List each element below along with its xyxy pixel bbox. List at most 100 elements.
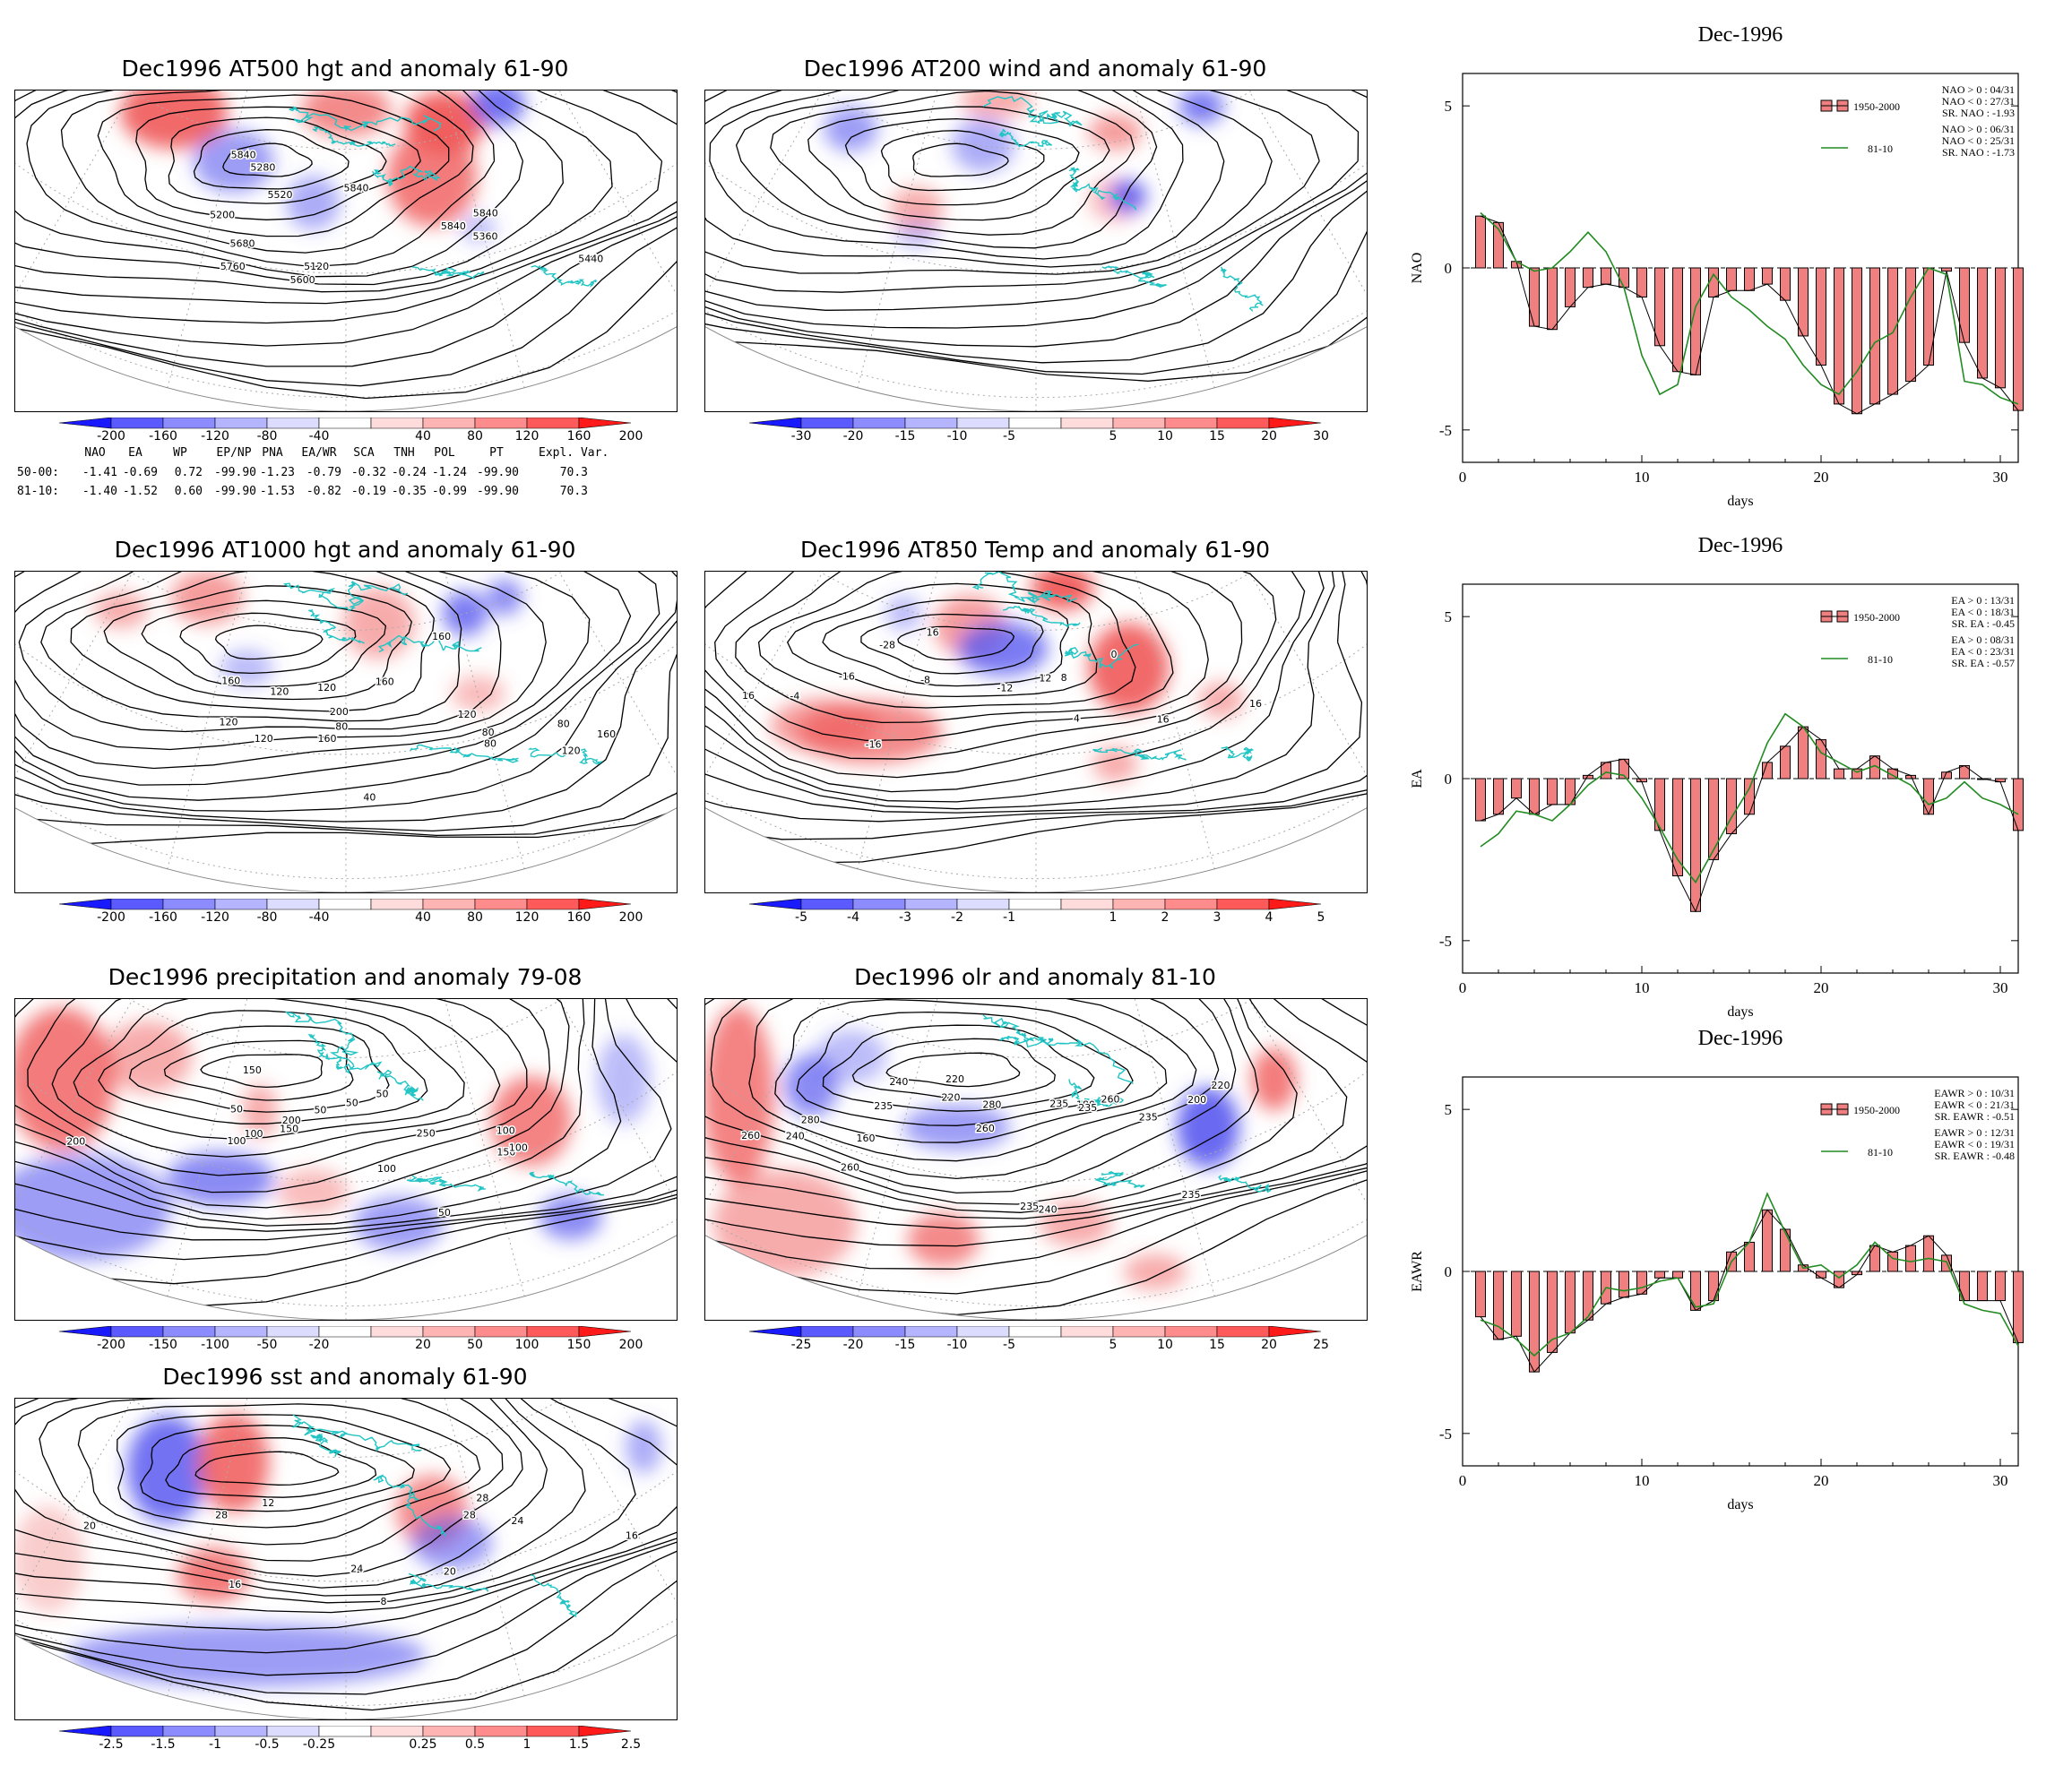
y-tick-label: -5 — [1439, 422, 1452, 439]
legend-stat: SR. EAWR : -0.48 — [1935, 1150, 2015, 1162]
colorbar-swatch — [852, 1325, 906, 1338]
colorbar-swatch — [422, 417, 476, 429]
contour-label: 5840 — [473, 207, 498, 219]
map-title: Dec1996 AT1000 hgt and anomaly 61-90 — [114, 537, 576, 563]
colorbar-tick-label: -120 — [201, 910, 229, 925]
colorbar-svg — [58, 898, 632, 910]
contour-label: -12 — [997, 683, 1013, 694]
map-panel-olr: Dec1996 olr and anomaly 81-10 260 200 180 16… — [704, 964, 1368, 1391]
contour-line — [705, 572, 1335, 810]
contour-line — [757, 572, 1136, 709]
coastline — [312, 126, 396, 147]
map-title: Dec1996 olr and anomaly 81-10 — [854, 964, 1216, 990]
colorbar-tick-label: 10 — [1157, 429, 1173, 444]
colorbar-tick-label: 40 — [415, 429, 431, 444]
colorbar-swatch — [58, 1325, 112, 1338]
contour-line — [15, 90, 677, 367]
anomaly-blob — [15, 1153, 171, 1262]
index-header-cell: EP/NP — [216, 446, 252, 460]
contour-line — [15, 572, 677, 813]
colorbar-tick-label: 150 — [566, 1338, 591, 1352]
colorbar-swatch — [1060, 1325, 1114, 1338]
contour-line — [15, 999, 622, 1227]
colorbar-tick-label: -1 — [1003, 910, 1015, 925]
colorbar-tick-label: -40 — [308, 910, 330, 925]
contour-label: 160 — [597, 728, 616, 740]
coastline — [289, 106, 442, 132]
colorbar-swatch — [1216, 898, 1270, 910]
colorbar-swatch — [266, 898, 320, 910]
bar — [1834, 267, 1844, 405]
contour-line — [705, 90, 1367, 375]
hemisphere — [705, 90, 1367, 411]
coastline — [1064, 643, 1139, 669]
index-value-cell: -1.41 — [82, 466, 117, 479]
colorbar-tick-label: 40 — [415, 910, 431, 925]
bar — [1529, 1271, 1540, 1373]
colorbar-swatch — [578, 1725, 632, 1737]
contour-label: 235 — [874, 1100, 893, 1112]
contour-label: 120 — [219, 716, 237, 728]
colorbar-tick-label: -10 — [946, 1338, 968, 1352]
contour-line — [15, 572, 677, 845]
contour-label: 50 — [438, 1207, 451, 1219]
bar — [1869, 267, 1880, 405]
legend-line-label: 81-10 — [1868, 1146, 1893, 1159]
bar — [1923, 778, 1934, 815]
y-axis-label: NAO — [1410, 253, 1425, 284]
coastline — [309, 1433, 342, 1457]
contour-line — [60, 90, 474, 254]
contour-line — [70, 572, 435, 712]
bar — [1547, 267, 1558, 331]
contour-line — [705, 90, 1367, 348]
contour-line — [705, 999, 1367, 1229]
colorbar-swatch — [800, 1325, 854, 1338]
colorbar-swatch — [474, 417, 528, 429]
bar — [1816, 267, 1826, 366]
index-value-cell: -0.69 — [122, 466, 158, 479]
contour-label: 160 — [221, 675, 240, 686]
legend-stat: EAWR < 0 : 19/31 — [1934, 1138, 2015, 1150]
contour-line — [15, 1399, 677, 1711]
colorbar-tick-label: -20 — [842, 429, 864, 444]
contour-label: 235 — [1078, 1102, 1097, 1114]
colorbar-tick-label: 25 — [1313, 1338, 1329, 1352]
contour-line — [705, 572, 1243, 760]
coastline — [529, 1171, 604, 1196]
index-header-cell: PNA — [262, 446, 283, 460]
colorbar-tick-label: -15 — [894, 429, 916, 444]
anomaly-blob — [471, 90, 525, 126]
colorbar-swatch — [1216, 417, 1270, 429]
colorbar-tick-label: 160 — [566, 910, 591, 925]
colorbar-swatch — [904, 1325, 958, 1338]
contour-label: 5680 — [230, 237, 255, 249]
colorbar: -2.5 -1.5 -1 -0.5 -0.25 0.25 0.5 1 1.5 2.5 — [14, 1725, 676, 1762]
colorbar-swatch — [110, 898, 164, 910]
contour-label: 160 — [376, 676, 394, 687]
coastline — [292, 1414, 422, 1452]
coastline — [1218, 1175, 1272, 1193]
contour-label: 200 — [66, 1135, 85, 1147]
contour-label: 16 — [927, 627, 939, 639]
map-panel-z500: Dec1996 AT500 hgt and anomaly 61-90 5120 5… — [14, 56, 678, 482]
anomaly-blob — [102, 1021, 193, 1093]
contour-line — [15, 572, 547, 751]
coastline — [998, 1035, 1054, 1046]
bar — [1977, 267, 1988, 379]
colorbar-tick-label: 80 — [467, 429, 483, 444]
anomaly-blob — [1088, 114, 1143, 151]
contour-line — [860, 613, 1044, 675]
contour-line — [705, 999, 1367, 1295]
anomaly-blob — [286, 176, 341, 230]
y-tick-label: 0 — [1445, 260, 1453, 277]
bar — [1672, 1271, 1683, 1279]
colorbar-swatch — [1112, 1325, 1166, 1338]
anomaly-blob — [1251, 1047, 1297, 1111]
anomaly-blob — [626, 1419, 662, 1474]
contour-line — [40, 572, 462, 722]
colorbar-tick-label: -120 — [201, 429, 229, 444]
contour-label: 80 — [335, 720, 348, 732]
contour-label: 80 — [557, 718, 570, 729]
hemisphere — [15, 90, 677, 411]
bar — [1511, 778, 1522, 799]
